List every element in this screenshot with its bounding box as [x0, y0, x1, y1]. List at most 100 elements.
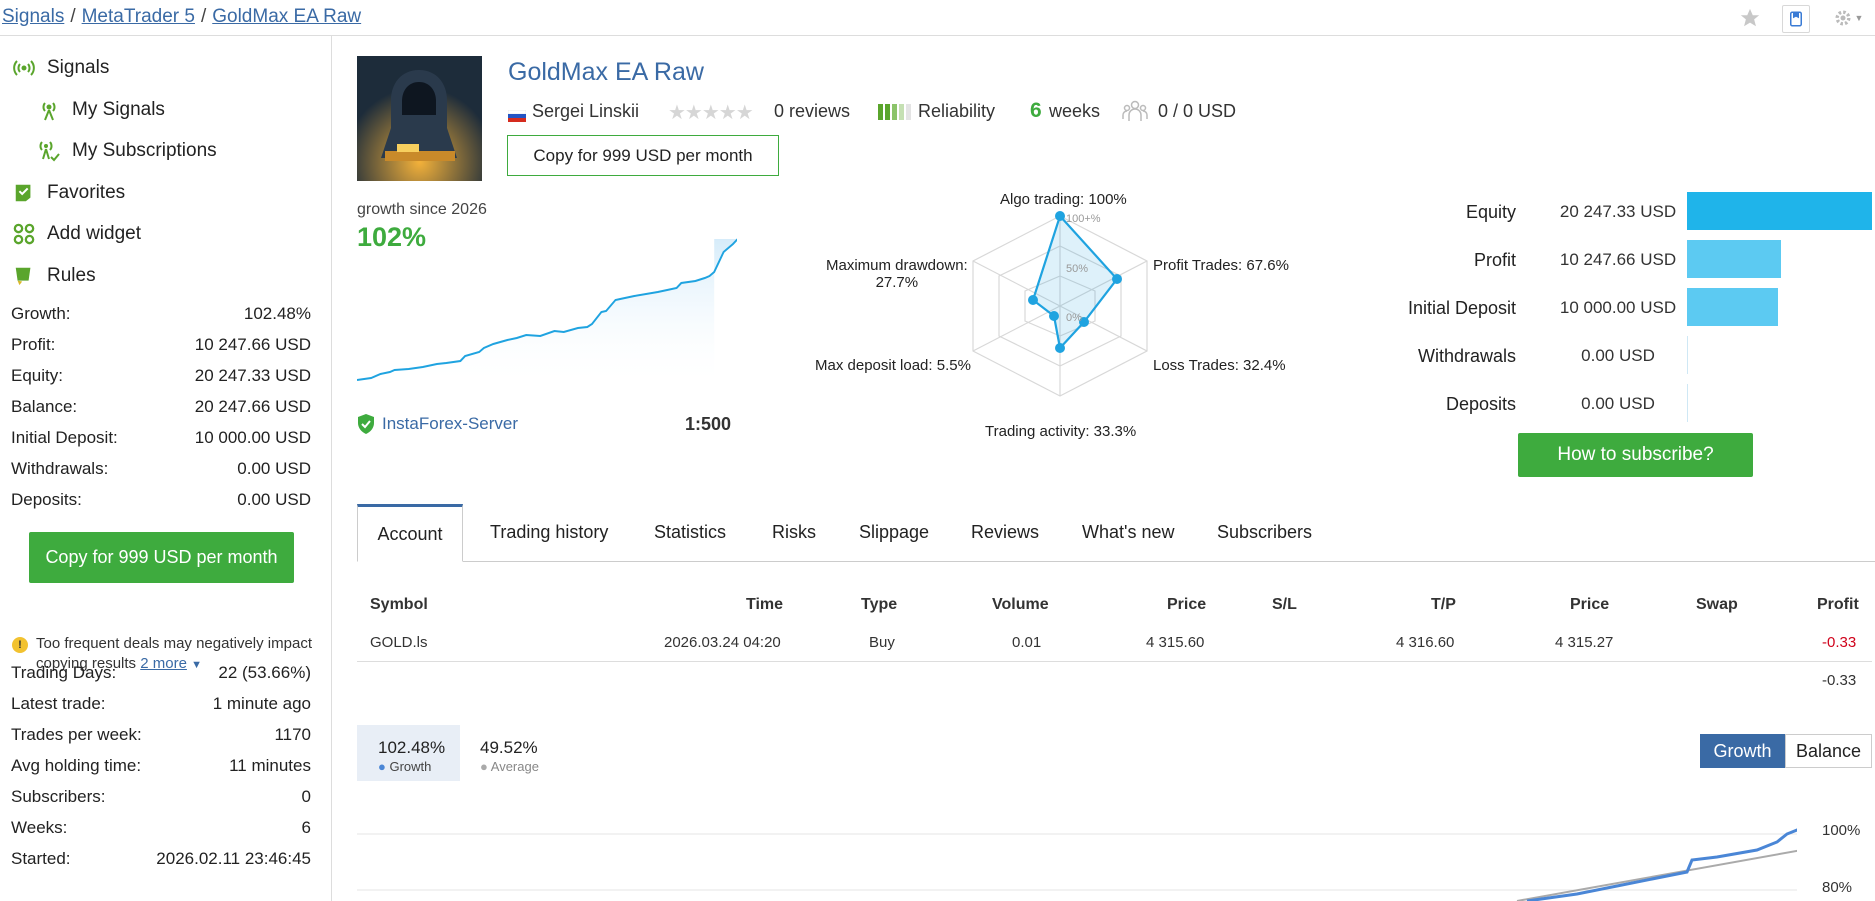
stat-label: Started:: [11, 849, 71, 868]
growth-toggle-button[interactable]: Growth: [1700, 734, 1785, 768]
favorites-icon: [12, 181, 36, 205]
balance-toggle-button[interactable]: Balance: [1785, 734, 1872, 768]
radar-point-load: [1049, 311, 1059, 321]
table-total-profit: -0.33: [1822, 672, 1857, 689]
tab-statistics[interactable]: Statistics: [654, 522, 727, 542]
sidebar-item-label: Add widget: [47, 223, 142, 244]
radar-label-load: Max deposit load: 5.5%: [815, 357, 971, 374]
how-to-subscribe-button[interactable]: How to subscribe?: [1518, 433, 1753, 477]
gear-icon[interactable]: ▼: [1832, 5, 1864, 31]
bar-value: 0.00 USD: [1581, 394, 1655, 413]
stat-label: Subscribers:: [11, 787, 106, 806]
growth-mini-chart: [357, 238, 737, 388]
copy-signal-button[interactable]: Copy for 999 USD per month: [507, 135, 779, 176]
reviews-count[interactable]: 0 reviews: [774, 101, 851, 121]
leverage: 1:500: [685, 414, 732, 434]
tab-risks[interactable]: Risks: [772, 522, 816, 542]
sidebar-item-signals[interactable]: Signals: [12, 54, 109, 82]
stat-label: Initial Deposit:: [11, 428, 118, 447]
stat-value: 6: [301, 818, 311, 837]
sidebar-item-my-signals[interactable]: My Signals: [37, 96, 165, 124]
bar-row: Deposits 0.00 USD: [1380, 384, 1875, 422]
axis-label-100: 100%: [1822, 822, 1861, 839]
tab-slippage[interactable]: Slippage: [859, 522, 930, 542]
stat-row: Initial Deposit: 10 000.00 USD: [11, 428, 311, 450]
tab-reviews[interactable]: Reviews: [971, 522, 1040, 542]
bar-value: 10 000.00 USD: [1559, 298, 1677, 317]
tab-subscribers[interactable]: Subscribers: [1217, 522, 1313, 542]
col-header-volume: Volume: [992, 596, 1049, 613]
breadcrumb-separator: /: [200, 6, 207, 27]
star-icon[interactable]: [1737, 5, 1763, 31]
stat-row: Weeks: 6: [11, 818, 311, 840]
bar-label: Equity: [1465, 202, 1516, 222]
col-header-time: Time: [746, 596, 784, 613]
stat-value: 20 247.33 USD: [194, 366, 311, 385]
tab-account[interactable]: Account: [357, 504, 463, 562]
stat-value: 0: [301, 787, 311, 806]
radar-label-activity: Trading activity: 33.3%: [985, 423, 1137, 440]
server-info[interactable]: InstaForex-Server: [357, 414, 518, 434]
author-name[interactable]: Sergei Linskii: [532, 101, 640, 121]
col-header-price: Price: [1167, 596, 1207, 613]
stat-value: 20 247.66 USD: [194, 397, 311, 416]
stat-value: 102.48%: [243, 304, 311, 323]
average-summary-value[interactable]: 49.52%: [480, 738, 538, 757]
radar-point-loss: [1079, 317, 1089, 327]
sidebar-item-my-subscriptions[interactable]: My Subscriptions: [37, 137, 217, 165]
stat-label: Deposits:: [11, 490, 82, 509]
sidebar-item-add-widget[interactable]: Add widget: [12, 220, 141, 248]
radar-ring-label: 100+%: [1066, 213, 1101, 225]
rules-icon: [12, 264, 36, 288]
growth-value: 102%: [357, 222, 427, 252]
bookmark-icon[interactable]: [1782, 5, 1810, 33]
breadcrumb-metatrader5[interactable]: MetaTrader 5: [81, 6, 195, 27]
radar-label-algo: Algo trading: 100%: [1000, 191, 1127, 208]
stat-label: Avg holding time:: [11, 756, 142, 775]
signal-avatar: [357, 56, 482, 181]
breadcrumb-current[interactable]: GoldMax EA Raw: [212, 6, 362, 27]
stat-label: Weeks:: [11, 818, 68, 837]
weeks-label: weeks: [1049, 101, 1101, 121]
stat-row: Profit: 10 247.66 USD: [11, 335, 311, 357]
warning-more-link[interactable]: 2 more: [140, 655, 187, 672]
cell-profit: -0.33: [1822, 634, 1857, 651]
stat-value: 0.00 USD: [237, 490, 311, 509]
subscription-icon: [37, 139, 61, 163]
breadcrumb-signals[interactable]: Signals: [2, 6, 65, 27]
stat-row: Deposits: 0.00 USD: [11, 490, 311, 512]
warning-icon: !: [12, 637, 28, 653]
bar-fill: [1687, 288, 1778, 326]
growth-summary-value: 102.48%: [378, 738, 446, 757]
tab-whats-new[interactable]: What's new: [1082, 522, 1175, 542]
cell-close-price: 4 315.27: [1555, 634, 1614, 651]
bar-fill: [1687, 192, 1872, 230]
copy-subscribe-button[interactable]: Copy for 999 USD per month: [29, 532, 294, 583]
bar-row: Withdrawals 0.00 USD: [1380, 336, 1875, 374]
sidebar-item-rules[interactable]: Rules: [12, 262, 96, 290]
radar-chart: 100+% 50% 0%: [972, 211, 1148, 397]
tab-trading-history[interactable]: Trading history: [490, 522, 609, 542]
radar-point-profit: [1112, 274, 1122, 284]
server-name: InstaForex-Server: [382, 414, 519, 433]
stat-row: Trades per week: 1170: [11, 725, 311, 747]
breadcrumb-separator: /: [70, 6, 76, 27]
subscribers-icon: [1122, 99, 1148, 128]
sidebar-item-favorites[interactable]: Favorites: [12, 179, 125, 207]
col-header-sl: S/L: [1272, 596, 1297, 613]
growth-summary-selected[interactable]: 102.48% ● Growth: [357, 725, 460, 781]
sidebar-item-label: Signals: [47, 57, 110, 78]
signal-title[interactable]: GoldMax EA Raw: [508, 58, 704, 86]
radar-ring-label: 50%: [1066, 263, 1088, 275]
rating-stars: ★★★★★: [668, 102, 754, 124]
bar-value: 0.00 USD: [1581, 346, 1655, 365]
sidebar: Signals My Signals My Subscriptions Favo…: [0, 36, 332, 901]
growth-chart: [357, 828, 1797, 901]
cell-type: Buy: [869, 634, 895, 651]
radar-point-activity: [1055, 343, 1065, 353]
row-divider: [357, 661, 1872, 662]
growth-since-label: growth since 2026: [357, 201, 487, 218]
stat-value: 10 247.66 USD: [194, 335, 311, 354]
stat-row: Withdrawals: 0.00 USD: [11, 459, 311, 481]
growth-summary-label: ● Growth: [378, 759, 432, 774]
